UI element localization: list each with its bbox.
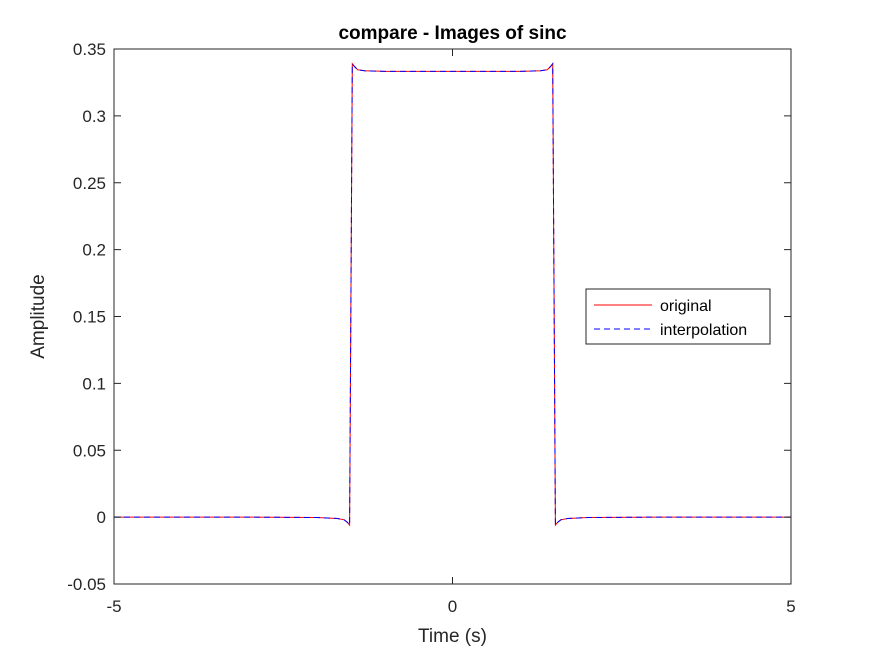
y-tick-label: 0.2 (82, 241, 106, 260)
legend-label-original: original (660, 298, 712, 315)
x-tick-label: -5 (106, 597, 121, 616)
y-tick-label: 0.35 (73, 40, 106, 59)
y-axis-label: Amplitude (28, 274, 49, 359)
y-tick-label: 0.15 (73, 308, 106, 327)
legend-box (585, 288, 771, 345)
y-tick-label: 0.3 (82, 107, 106, 126)
y-tick-label: 0.05 (73, 441, 106, 460)
x-tick-label: 0 (448, 597, 457, 616)
chart-title: compare - Images of sinc (338, 23, 567, 44)
series-layer (114, 62, 791, 527)
legend-label-interpolation: interpolation (660, 322, 747, 339)
axes-layer: -5 0 5 -0.05 0 0.05 0.1 0.15 0.2 0.25 0.3 0.35 (67, 40, 795, 616)
series-line-interpolation (114, 62, 791, 527)
y-tick-label: 0 (97, 508, 106, 527)
x-axis-label: Time (s) (418, 626, 487, 647)
y-tick-label: -0.05 (67, 575, 106, 594)
x-tick-label: 5 (786, 597, 795, 616)
y-tick-label: 0.25 (73, 174, 106, 193)
y-tick-label: 0.1 (82, 374, 106, 393)
legend: original interpolation (585, 288, 771, 345)
